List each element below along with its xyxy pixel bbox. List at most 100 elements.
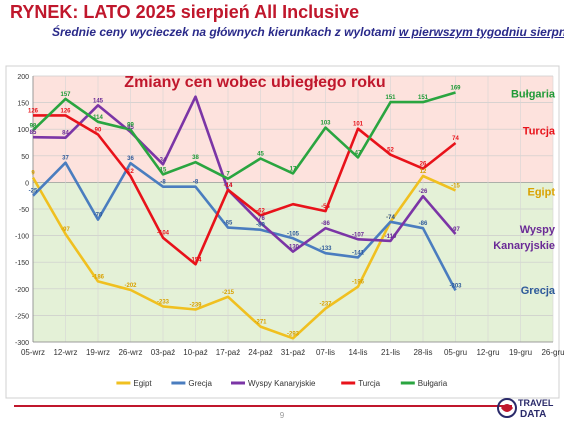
data-label: 114 [93, 115, 103, 121]
data-label: -8 [160, 180, 166, 186]
series-line-egipt [31, 174, 457, 340]
data-labels: 9 -97 -186 -202 -233 -239 -215 -271 -293 -237 -196… [28, 85, 462, 337]
data-label: 101 [353, 122, 364, 128]
data-label: -105 [287, 231, 300, 237]
y-axis: 200 150 100 50 0 -50 -100 -150 -200 -250 -300 [15, 74, 29, 347]
data-label: 98 [30, 123, 37, 129]
data-label: -203 [449, 283, 462, 289]
data-label: 126 [28, 108, 39, 114]
y-tick-label: 0 [25, 180, 29, 187]
data-label: -86 [419, 221, 428, 227]
data-label: 103 [320, 121, 331, 127]
chart-svg: 200 150 100 50 0 -50 -100 -150 -200 -250 -300 05-w… [5, 65, 564, 399]
data-label: -107 [352, 232, 365, 238]
x-tick-label: 07-lis [316, 348, 335, 357]
data-label: -97 [61, 227, 70, 233]
data-label: 84 [62, 131, 69, 137]
data-label: -239 [189, 303, 202, 309]
data-label: 52 [387, 148, 394, 154]
data-label: -89 [256, 223, 265, 229]
x-tick-label: 14-lis [348, 348, 367, 357]
x-tick-label: 05-gru [444, 348, 467, 357]
data-label: -62 [256, 208, 265, 214]
data-label: -74 [386, 215, 395, 221]
chart-border [5, 65, 560, 399]
travel-data-logo: TRAVEL DATA [497, 398, 554, 420]
data-label: -215 [222, 290, 235, 296]
logo-text-data: DATA [520, 409, 546, 420]
logo-swoosh-icon [501, 404, 513, 412]
y-tick-label: 200 [17, 74, 29, 81]
series-side-label: Turcja [523, 126, 556, 138]
data-label: -202 [124, 283, 137, 289]
x-axis: 05-wrz 12-wrz 19-wrz 26-wrz 03-paź 10-paź 17-p… [21, 348, 564, 357]
data-label: -233 [157, 299, 170, 305]
data-label: 26 [420, 162, 427, 168]
data-label: 45 [257, 151, 264, 157]
x-tick-label: 12-wrz [53, 348, 77, 357]
legend-label: Grecja [188, 379, 212, 388]
data-label: -8 [193, 180, 199, 186]
data-label: -186 [92, 274, 105, 280]
data-label: -26 [419, 189, 428, 195]
legend-label: Wyspy Kanaryjskie [248, 379, 316, 388]
x-tick-label: 10-paź [183, 348, 207, 357]
series-line-bułgaria [32, 91, 456, 180]
subtitle-underlined-text: w pierwszym tygodniu sierpnia [398, 25, 564, 39]
data-label: 12 [420, 169, 427, 175]
data-label: 17 [290, 166, 297, 172]
data-label: -15 [451, 183, 460, 189]
page-number: 9 [279, 411, 285, 420]
data-label: -85 [224, 221, 233, 227]
data-label: 15 [160, 167, 167, 173]
x-tick-label: 31-paź [281, 348, 305, 357]
x-tick-label: 19-wrz [86, 348, 110, 357]
x-tick-label: 03-paź [151, 348, 175, 357]
legend-label: Bułgaria [418, 379, 448, 388]
y-tick-label: 50 [21, 154, 29, 161]
slide-subtitle: Średnie ceny wycieczek na głównych kieru… [52, 25, 564, 39]
series-line-grecja [32, 161, 457, 292]
data-label: -154 [189, 257, 202, 263]
data-label: -76 [256, 216, 265, 222]
y-tick-label: 100 [17, 127, 29, 134]
footer-line [14, 405, 512, 407]
series-line-wyspy-kanaryjskie [32, 95, 457, 253]
data-label: 99 [127, 123, 134, 129]
data-label: -271 [254, 320, 267, 326]
data-label: 38 [192, 155, 199, 161]
data-label: 90 [95, 128, 102, 134]
subtitle-text: Średnie ceny wycieczek na głównych kieru… [52, 25, 399, 39]
x-tick-label: 21-lis [381, 348, 400, 357]
data-label: -130 [287, 245, 300, 251]
series-side-label: Grecja [521, 285, 556, 297]
grid [32, 75, 554, 343]
data-label: 7 [226, 172, 230, 178]
logo-globe-icon [497, 398, 517, 418]
chart-title: Zmiany cen wobec ubiegłego roku [124, 74, 385, 91]
data-label: -74 [386, 215, 395, 221]
data-label: 36 [127, 156, 134, 162]
logo-text-travel: TRAVEL [518, 398, 554, 408]
data-label: 95 [127, 125, 134, 131]
legend-label: Egipt [133, 379, 152, 388]
data-label: 151 [385, 95, 396, 101]
series-side-label: Bułgaria [511, 88, 556, 100]
y-tick-label: -50 [19, 207, 29, 214]
data-label: -70 [94, 213, 103, 219]
legend: Egipt Grecja Wyspy Kanaryjskie Turcja Bułgar… [116, 379, 448, 388]
data-label: 12 [127, 169, 134, 175]
series-side-label: Egipt [528, 187, 556, 199]
data-label: -133 [319, 246, 332, 252]
data-label: 9 [31, 171, 35, 177]
data-label: 126 [60, 108, 71, 114]
data-label: -14 [224, 183, 233, 189]
data-label: 157 [60, 92, 71, 98]
slide-title: RYNEK: LATO 2025 sierpień All Inclusive [10, 2, 360, 22]
x-tick-label: 05-wrz [21, 348, 45, 357]
series-side-label: Kanaryjskie [493, 240, 555, 252]
y-tick-label: -200 [15, 287, 29, 294]
data-label: 169 [450, 85, 461, 91]
data-label: -237 [319, 301, 332, 307]
y-tick-label: -100 [15, 234, 29, 241]
